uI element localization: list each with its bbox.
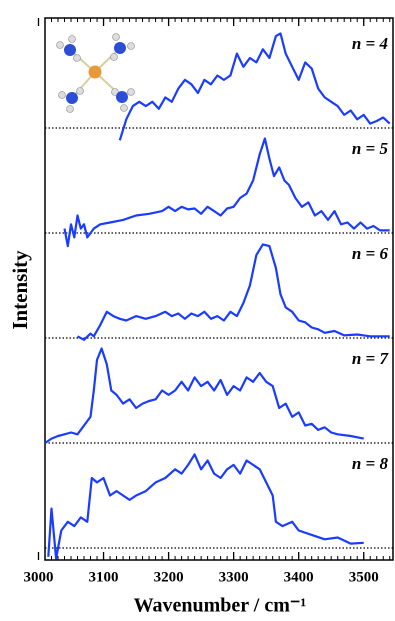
panel-label: n = 5: [352, 139, 389, 158]
panel-label: n = 8: [352, 454, 389, 473]
panel-label: n = 4: [352, 34, 388, 53]
x-tick-label: 3200: [154, 569, 184, 585]
x-axis-label: Wavenumber / cm⁻¹: [134, 595, 307, 617]
panel-label: n = 6: [352, 244, 389, 263]
plot-frame: [45, 18, 393, 560]
spectrum-line: [78, 244, 390, 339]
x-tick-label: 3500: [349, 569, 379, 585]
spectrum-line: [120, 34, 390, 141]
y-axis-label: Intensity: [8, 250, 32, 330]
molecule-inset: [57, 34, 135, 113]
spectrum-line: [45, 349, 364, 444]
x-tick-label: 3400: [284, 569, 314, 585]
spectrum-line: [65, 139, 390, 247]
x-tick-label: 3300: [219, 569, 249, 585]
panel-label: n = 7: [352, 349, 390, 368]
x-tick-label: 3000: [23, 569, 53, 585]
spectrum-line: [48, 454, 363, 558]
x-tick-label: 3100: [89, 569, 119, 585]
chart: Intensity Wavenumber / cm⁻¹ n = 4 n = 5 n …: [0, 0, 395, 621]
